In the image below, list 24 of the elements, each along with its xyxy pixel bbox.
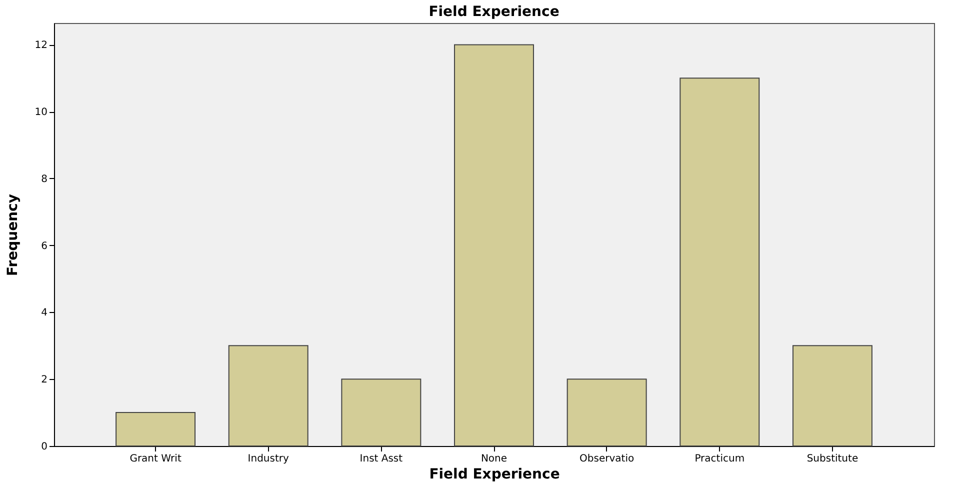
x-tick-label: Industry: [248, 454, 290, 464]
x-axis-title: Field Experience: [429, 466, 560, 482]
bar: [566, 378, 647, 446]
bar: [792, 345, 872, 446]
x-tick-label: None: [480, 454, 508, 464]
chart-title: Field Experience: [428, 4, 560, 20]
x-tick-label: Grant Writ: [130, 454, 182, 464]
y-tick-label: 10: [34, 107, 48, 118]
y-tick-label: 4: [41, 308, 48, 319]
bar: [680, 78, 760, 446]
y-tick-label: 0: [41, 442, 48, 452]
bar: [341, 378, 422, 446]
bar: [454, 44, 534, 446]
bar: [228, 345, 308, 446]
x-tick-label: Observatio: [580, 454, 634, 464]
x-tick-label: Inst Asst: [360, 454, 403, 464]
x-tick-label: Substitute: [806, 454, 858, 464]
y-axis-title: Frequency: [4, 194, 21, 276]
y-tick-label: 8: [41, 174, 48, 185]
y-tick-label: 2: [41, 374, 48, 386]
y-tick-label: 12: [34, 40, 48, 52]
y-tick-label: 6: [41, 240, 48, 252]
x-tick-label: Practicum: [694, 454, 745, 464]
bar: [116, 412, 196, 446]
